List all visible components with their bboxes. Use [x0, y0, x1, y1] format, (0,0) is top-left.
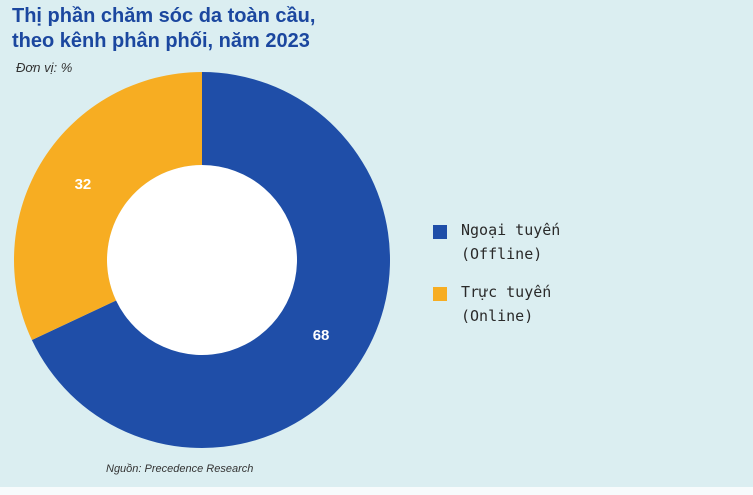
legend-item-online: Trực tuyến (Online): [433, 280, 560, 328]
chart-title-line-2: theo kênh phân phối, năm 2023: [12, 30, 310, 52]
legend-swatch-offline: [433, 225, 447, 239]
legend-label-online: Trực tuyến (Online): [461, 280, 560, 328]
source-note: Nguồn: Precedence Research: [106, 463, 254, 475]
slice-online: [13, 72, 203, 341]
slice-label-online: 32: [75, 176, 92, 193]
legend-label-offline-line-1: Ngoại tuyến: [461, 221, 561, 239]
unit-label: Đơn vị: %: [16, 60, 73, 75]
donut-hole: [107, 165, 297, 355]
chart-title: Thị phần chăm sóc da toàn cầu, theo kênh…: [12, 4, 432, 54]
legend: Ngoại tuyến (Offline) Trực tuyến (Online…: [433, 218, 560, 342]
legend-label-online-line-2: (Online): [461, 307, 534, 325]
chart-title-line-1: Thị phần chăm sóc da toàn cầu,: [12, 5, 316, 27]
legend-label-offline: Ngoại tuyến (Offline): [461, 218, 560, 266]
legend-label-online-line-1: Trực tuyến: [461, 283, 552, 301]
slice-offline: [31, 72, 390, 448]
bottom-strip: [0, 487, 753, 495]
legend-swatch-online: [433, 287, 447, 301]
slice-label-offline: 68: [313, 327, 330, 344]
legend-label-offline-line-2: (Offline): [461, 245, 543, 263]
legend-item-offline: Ngoại tuyến (Offline): [433, 218, 560, 266]
